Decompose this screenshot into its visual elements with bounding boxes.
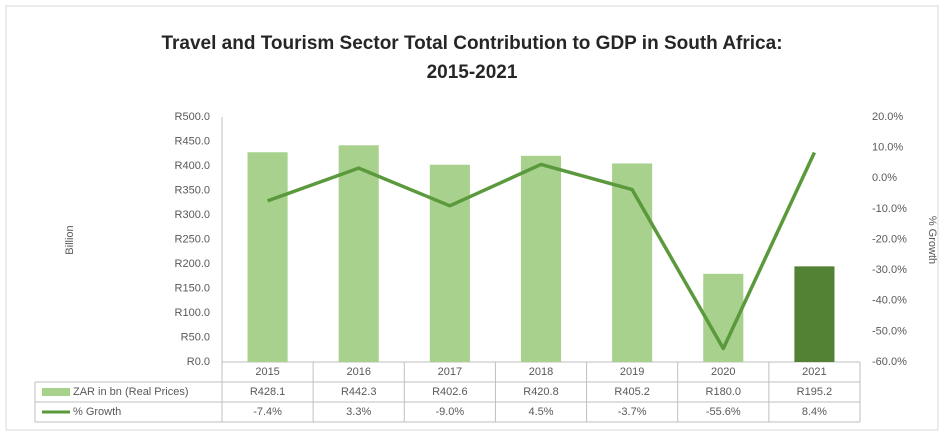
table-value: R195.2	[797, 386, 832, 398]
x-tick-label: 2016	[346, 366, 370, 378]
y2-tick-label: -10.0%	[872, 203, 907, 215]
bar	[520, 155, 562, 362]
bar	[794, 266, 835, 362]
x-tick-label: 2021	[802, 366, 826, 378]
y-tick-label: R350.0	[175, 184, 210, 196]
bar	[338, 145, 379, 362]
table-value: 4.5%	[528, 406, 553, 418]
y2-tick-label: -50.0%	[872, 325, 907, 337]
table-value: -55.6%	[706, 406, 741, 418]
x-tick-label: 2019	[620, 366, 644, 378]
y-tick-label: R400.0	[175, 160, 210, 172]
table-value: R442.3	[341, 386, 376, 398]
table-value: R405.2	[614, 386, 649, 398]
table-value: 3.3%	[346, 406, 371, 418]
y2-tick-label: 20.0%	[872, 111, 903, 123]
y-tick-label: R150.0	[175, 282, 210, 294]
x-tick-label: 2017	[438, 366, 462, 378]
table-value: -7.4%	[253, 406, 282, 418]
table-value: 8.4%	[802, 406, 827, 418]
bar	[429, 164, 470, 362]
y-axis-title: Billion	[64, 225, 76, 254]
y2-tick-label: -30.0%	[872, 264, 907, 276]
legend-label: % Growth	[73, 406, 121, 418]
y2-tick-label: -20.0%	[872, 233, 907, 245]
x-tick-label: 2018	[529, 366, 553, 378]
x-tick-label: 2015	[255, 366, 279, 378]
table-value: -3.7%	[618, 406, 647, 418]
y2-axis-title: % Growth	[926, 216, 938, 264]
table-value: R402.6	[432, 386, 467, 398]
y-tick-label: R100.0	[175, 307, 210, 319]
y2-tick-label: -60.0%	[872, 356, 907, 368]
bar	[247, 152, 288, 362]
y2-tick-label: -40.0%	[872, 295, 907, 307]
table-value: -9.0%	[435, 406, 464, 418]
table-value: R420.8	[523, 386, 558, 398]
chart-title: 2015-2021	[427, 62, 518, 83]
y-tick-label: R50.0	[181, 331, 210, 343]
legend-key	[42, 388, 70, 396]
y2-tick-label: 10.0%	[872, 142, 903, 154]
legend-label: ZAR in bn (Real Prices)	[73, 386, 189, 398]
bar	[612, 163, 653, 362]
x-tick-label: 2020	[711, 366, 735, 378]
y2-tick-label: 0.0%	[872, 172, 897, 184]
y-tick-label: R500.0	[175, 111, 210, 123]
y-tick-label: R300.0	[175, 209, 210, 221]
y-tick-label: R450.0	[175, 135, 210, 147]
line	[266, 151, 817, 351]
y-tick-label: R0.0	[187, 356, 210, 368]
y-tick-label: R200.0	[175, 258, 210, 270]
chart-title: Travel and Tourism Sector Total Contribu…	[161, 33, 782, 54]
table-value: R180.0	[706, 386, 741, 398]
table-value: R428.1	[250, 386, 285, 398]
y-tick-label: R250.0	[175, 233, 210, 245]
